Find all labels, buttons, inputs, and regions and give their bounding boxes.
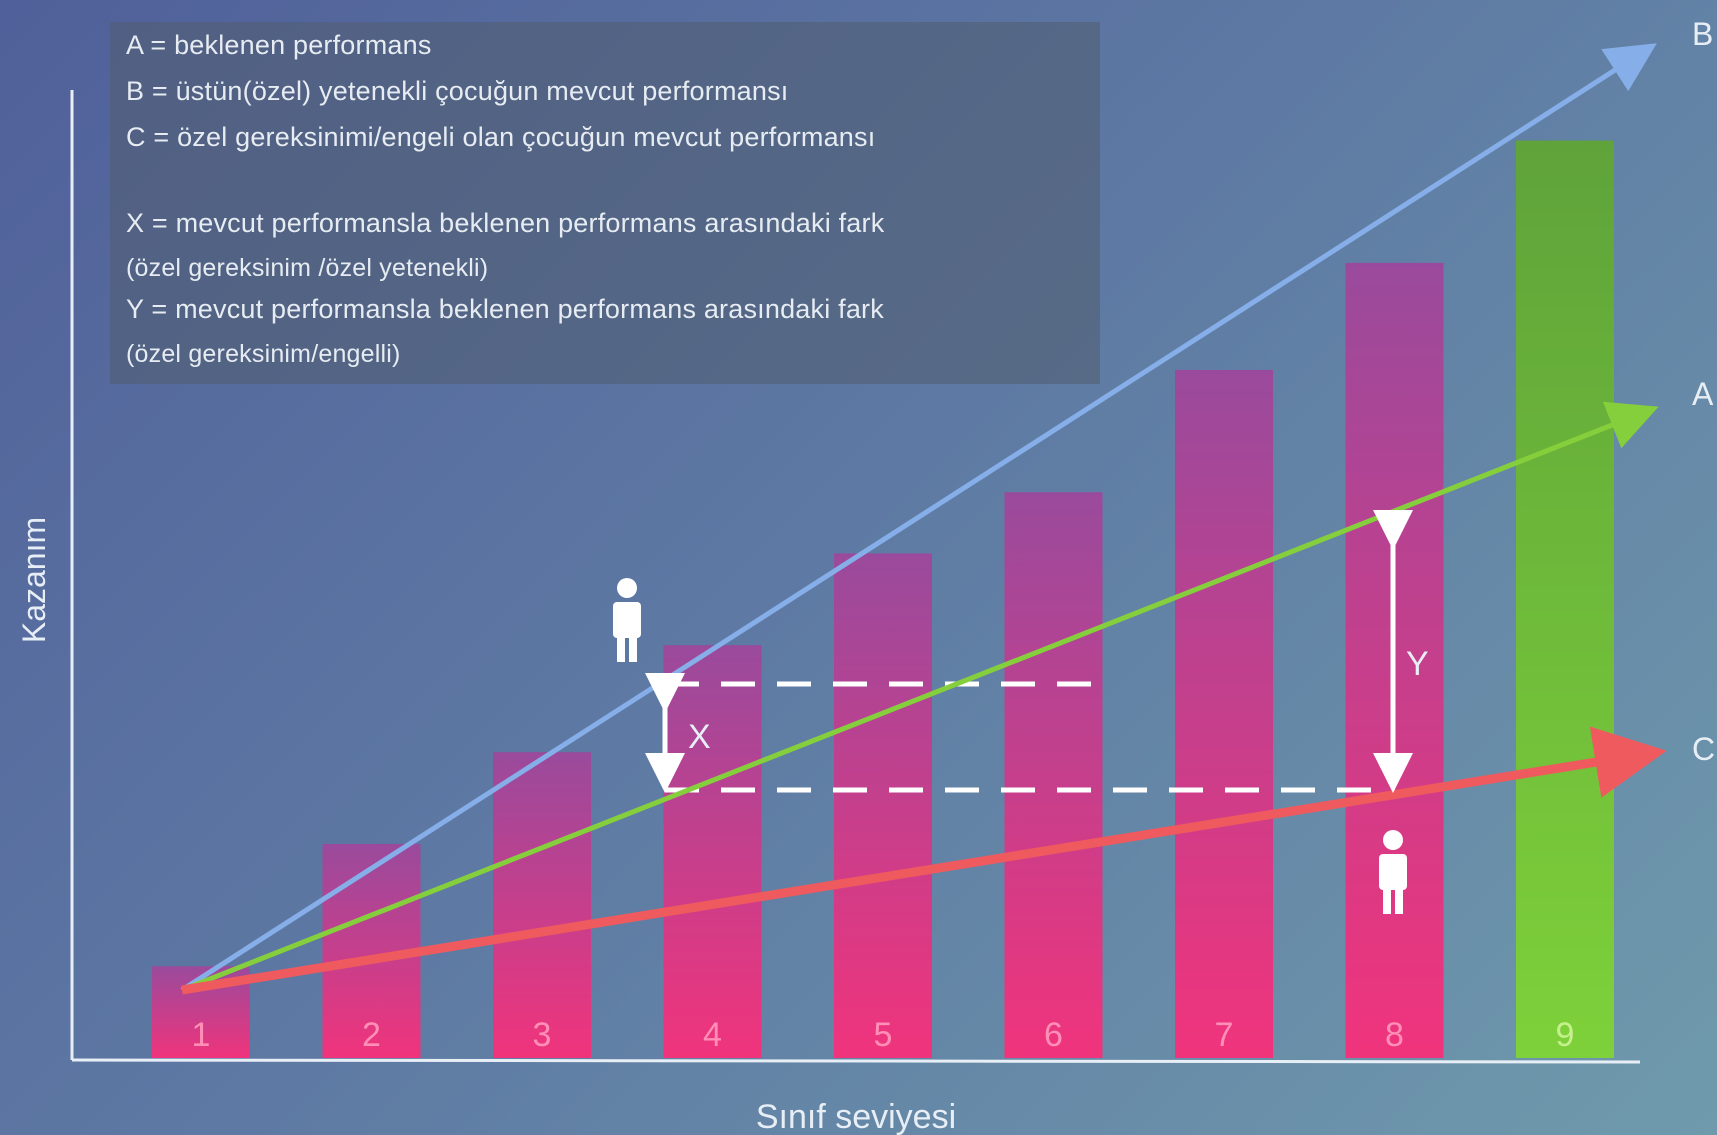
line-c [181, 726, 1667, 995]
line-b [180, 43, 1657, 993]
legend-y: Y = mevcut performansla beklenen perform… [126, 294, 884, 324]
bar-grade-6 [1004, 492, 1103, 1058]
line-a-label: A [1692, 376, 1714, 412]
bar-grade-7 [1175, 369, 1273, 1058]
bar-grade-9 [1516, 140, 1614, 1059]
legend-y-sub: (özel gereksinim/engelli) [126, 340, 401, 368]
bar-label-6: 6 [1044, 1016, 1063, 1054]
bar-label-4: 4 [703, 1016, 722, 1054]
bar-label-7: 7 [1215, 1016, 1234, 1054]
bar-label-2: 2 [362, 1016, 381, 1054]
legend-b: B = üstün(özel) yetenekli çocuğun mevcut… [126, 76, 789, 106]
person-icon [1379, 830, 1407, 914]
legend-x-sub: (özel gereksinim /özel yetenekli) [126, 254, 489, 282]
bar-grade-4 [663, 645, 762, 1058]
bar-label-1: 1 [192, 1016, 211, 1054]
legend-a: A = beklenen performans [126, 30, 432, 60]
bar-label-9: 9 [1556, 1016, 1575, 1054]
bar-label-8: 8 [1385, 1016, 1404, 1054]
x-gap-label: X [688, 718, 711, 756]
y-axis-label: Kazanım [16, 517, 52, 643]
line-c-label: C [1692, 731, 1715, 767]
bar-label-3: 3 [533, 1016, 552, 1054]
legend-x: X = mevcut performansla beklenen perform… [126, 208, 885, 238]
bar-labels-group: 1 2 3 4 5 6 7 8 9 [192, 1016, 1575, 1054]
y-gap-label: Y [1406, 645, 1429, 683]
legend-box: A = beklenen performans B = üstün(özel) … [110, 22, 1100, 384]
line-b-label: B [1692, 16, 1713, 52]
x-axis-label: Sınıf seviyesi [756, 1098, 956, 1135]
person-icon [613, 578, 641, 662]
x-axis [71, 1058, 1641, 1064]
bar-grade-3 [493, 752, 591, 1058]
legend-c: C = özel gereksinimi/engeli olan çocuğun… [126, 122, 876, 152]
bar-grade-5 [834, 553, 932, 1058]
bar-label-5: 5 [874, 1016, 893, 1054]
